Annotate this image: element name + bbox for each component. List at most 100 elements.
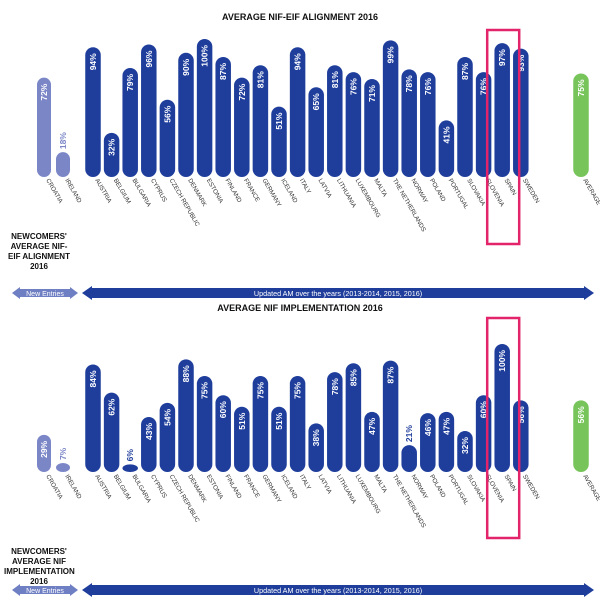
- bar-value-label: 96%: [144, 50, 154, 67]
- category-label: THE NETHERLANDS: [391, 178, 427, 234]
- category-label: GERMANY: [261, 474, 283, 505]
- bar: [56, 463, 70, 472]
- bar: [85, 364, 101, 472]
- bar-value-label: 76%: [479, 78, 489, 95]
- bar-value-label: 87%: [386, 366, 396, 383]
- chart-title: AVERAGE NIF IMPLEMENTATION 2016: [217, 303, 383, 313]
- bar: [457, 431, 473, 472]
- bar: [308, 423, 324, 472]
- new-entries-label: New Entries: [26, 291, 64, 298]
- bar: [513, 400, 529, 472]
- bar: [271, 106, 287, 177]
- bar: [289, 47, 306, 177]
- side-label-line: 2016: [30, 577, 48, 586]
- category-label: AUSTRIA: [93, 474, 113, 501]
- bar-value-label: 100%: [497, 350, 507, 372]
- category-label: IRELAND: [63, 178, 83, 205]
- category-label: CYPRUS: [149, 474, 168, 500]
- bar-value-label: 46%: [423, 419, 433, 436]
- bar: [327, 372, 343, 472]
- bar-value-label: 72%: [237, 83, 247, 100]
- bar-value-label: 90%: [181, 58, 191, 75]
- bar: [289, 376, 306, 472]
- bar-value-label: 51%: [237, 412, 247, 429]
- bar: [159, 99, 176, 177]
- bar-value-label: 75%: [293, 382, 303, 399]
- bar: [271, 406, 287, 472]
- category-label: ESTONIA: [205, 474, 225, 502]
- category-label: CYPRUS: [149, 178, 168, 204]
- bar-value-label: 75%: [576, 79, 586, 96]
- bar-value-label: 79%: [125, 74, 135, 91]
- chart-panel: AVERAGE NIF IMPLEMENTATION 2016 29% CROATI…: [12, 303, 600, 597]
- bar-value-label: 47%: [441, 417, 451, 434]
- category-label: ITALY: [298, 178, 312, 196]
- category-label: IRELAND: [63, 474, 83, 501]
- bar-value-label: 75%: [255, 382, 265, 399]
- bar-value-label: 41%: [441, 126, 451, 143]
- bar-value-label: 81%: [330, 71, 340, 88]
- category-label: FINLAND: [223, 178, 243, 205]
- bar-value-label: 94%: [88, 53, 98, 70]
- category-label: ICELAND: [279, 474, 299, 501]
- chart-title: AVERAGE NIF-EIF ALIGNMENT 2016: [222, 12, 378, 22]
- category-label: LITHUANIA: [335, 178, 358, 210]
- category-label: SWEDEN: [521, 474, 541, 501]
- bar-value-label: 56%: [576, 406, 586, 423]
- bar-value-label: 84%: [88, 370, 98, 387]
- bar: [401, 445, 417, 472]
- category-label: POLAND: [428, 178, 447, 204]
- bar-value-label: 76%: [348, 78, 358, 95]
- bar-value-label: 21%: [404, 425, 414, 442]
- category-label: AVERAGE: [581, 178, 600, 207]
- bar-value-label: 6%: [125, 449, 135, 462]
- bar: [573, 73, 589, 177]
- category-label: THE NETHERLANDS: [391, 474, 427, 530]
- bar-value-label: 85%: [348, 369, 358, 386]
- bar: [215, 395, 231, 472]
- bar: [122, 67, 138, 177]
- bar-value-label: 99%: [386, 46, 396, 63]
- category-label: BULGARIA: [130, 474, 152, 505]
- highlight-box: [485, 28, 521, 246]
- bar: [196, 39, 213, 177]
- category-label: FINLAND: [223, 474, 243, 501]
- bar-value-label: 18%: [58, 132, 68, 149]
- category-label: ICELAND: [279, 178, 299, 205]
- side-label-line: EIF ALIGNMENT: [8, 252, 70, 261]
- category-label: MALTA: [372, 474, 388, 495]
- bar: [438, 120, 455, 177]
- bar-value-label: 97%: [497, 49, 507, 66]
- bar: [103, 392, 120, 472]
- category-label: LATVIA: [316, 474, 333, 496]
- bar: [438, 411, 455, 472]
- side-label-line: NEWCOMERS': [11, 547, 67, 556]
- bar: [364, 79, 380, 177]
- updated-am-label: Updated AM over the years (2013-2014, 20…: [254, 289, 422, 298]
- bar-value-label: 54%: [162, 408, 172, 425]
- bar: [103, 132, 120, 177]
- bar-value-label: 43%: [144, 423, 154, 440]
- updated-am-arrow: [82, 583, 594, 597]
- bar-value-label: 87%: [460, 63, 470, 80]
- category-label: SWEDEN: [521, 178, 541, 205]
- bar-value-label: 93%: [516, 54, 526, 71]
- bar: [85, 47, 101, 177]
- bar: [327, 65, 343, 177]
- category-label: SPAIN: [502, 178, 517, 197]
- category-label: LITHUANIA: [335, 474, 358, 506]
- category-label: LATVIA: [316, 178, 333, 200]
- bar-value-label: 38%: [311, 429, 321, 446]
- bar-value-label: 60%: [218, 401, 228, 418]
- category-label: BELGIUM: [112, 178, 132, 206]
- side-label-line: 2016: [30, 262, 48, 271]
- bar: [457, 56, 473, 177]
- bar-value-label: 78%: [330, 378, 340, 395]
- updated-am-label: Updated AM over the years (2013-2014, 20…: [254, 586, 422, 595]
- bar-value-label: 51%: [274, 412, 284, 429]
- bar-value-label: 65%: [311, 93, 321, 110]
- bar: [494, 43, 510, 177]
- bar: [382, 360, 399, 472]
- side-label-line: AVERAGE NIF: [11, 557, 67, 566]
